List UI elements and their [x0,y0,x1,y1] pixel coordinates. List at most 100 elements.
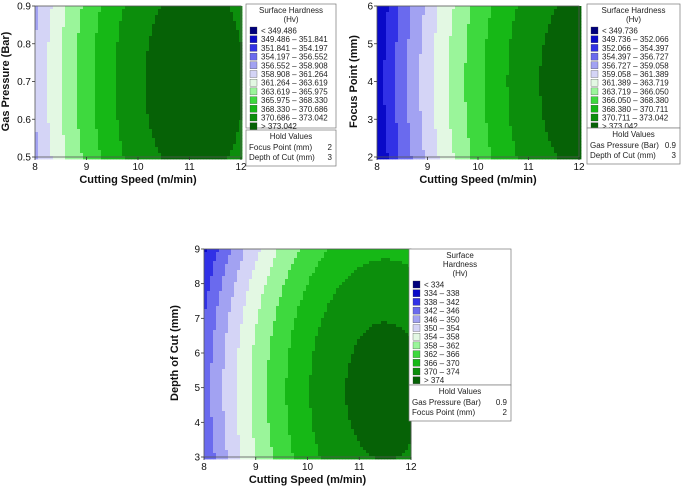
contour-cell [41,87,44,90]
contour-cell [461,12,464,15]
contour-cell [101,147,104,150]
contour-cell [413,9,416,12]
contour-cell [44,147,47,150]
contour-cell [110,42,113,45]
contour-cell [89,48,92,51]
contour-cell [131,102,134,105]
contour-cell [122,141,125,144]
contour-cell [431,30,434,33]
contour-cell [191,24,194,27]
contour-cell [518,42,521,45]
contour-cell [536,54,539,57]
contour-cell [116,99,119,102]
contour-cell [194,12,197,15]
contour-cell [218,150,221,153]
contour-cell [215,57,218,60]
contour-cell [227,39,230,42]
contour-cell [185,78,188,81]
contour-cell [113,69,116,72]
contour-cell [176,60,179,63]
contour-cell [212,33,215,36]
contour-cell [230,12,233,15]
contour-cell [527,15,530,18]
contour-cell [224,138,227,141]
contour-cell [467,57,470,60]
contour-cell [74,18,77,21]
contour-cell [38,129,41,132]
contour-cell [53,6,56,9]
contour-cell [512,42,515,45]
contour-cell [407,33,410,36]
contour-cell [386,27,389,30]
contour-cell [92,105,95,108]
contour-cell [206,66,209,69]
contour-cell [38,147,41,150]
contour-cell [95,9,98,12]
contour-cell [110,99,113,102]
contour-cell [221,114,224,117]
contour-cell [44,75,47,78]
contour-cell [440,54,443,57]
contour-cell [398,27,401,30]
contour-cell [392,33,395,36]
contour-cell [38,114,41,117]
contour-cell [485,63,488,66]
contour-cell [110,66,113,69]
contour-cell [398,6,401,9]
contour-cell [146,69,149,72]
contour-cell [203,27,206,30]
contour-cell [65,99,68,102]
contour-cell [92,135,95,138]
contour-cell [86,117,89,120]
contour-cell [482,48,485,51]
contour-cell [224,96,227,99]
contour-cell [386,57,389,60]
contour-cell [446,39,449,42]
contour-cell [104,51,107,54]
contour-cell [560,9,563,12]
contour-cell [197,105,200,108]
contour-cell [227,45,230,48]
contour-cell [170,147,173,150]
contour-cell [398,39,401,42]
contour-cell [140,36,143,39]
contour-cell [167,156,170,159]
contour-cell [503,27,506,30]
contour-cell [542,39,545,42]
contour-cell [62,48,65,51]
contour-cell [527,30,530,33]
contour-cell [236,129,239,132]
contour-cell [161,99,164,102]
contour-cell [41,135,44,138]
contour-cell [449,66,452,69]
contour-cell [572,27,575,30]
contour-cell [434,15,437,18]
contour-cell [185,54,188,57]
contour-cell [500,51,503,54]
contour-cell [77,84,80,87]
contour-cell [497,66,500,69]
contour-cell [212,87,215,90]
contour-cell [89,123,92,126]
contour-cell [479,66,482,69]
contour-cell [176,15,179,18]
contour-cell [437,36,440,39]
contour-cell [413,18,416,21]
contour-cell [98,6,101,9]
contour-cell [95,15,98,18]
contour-cell [533,15,536,18]
contour-cell [149,54,152,57]
contour-cell [59,156,62,159]
contour-cell [203,21,206,24]
contour-cell [173,99,176,102]
contour-cell [149,96,152,99]
contour-cell [128,90,131,93]
contour-cell [56,81,59,84]
contour-cell [224,117,227,120]
contour-cell [161,150,164,153]
contour-cell [176,96,179,99]
contour-cell [59,78,62,81]
contour-cell [461,63,464,66]
contour-cell [200,24,203,27]
contour-cell [497,30,500,33]
